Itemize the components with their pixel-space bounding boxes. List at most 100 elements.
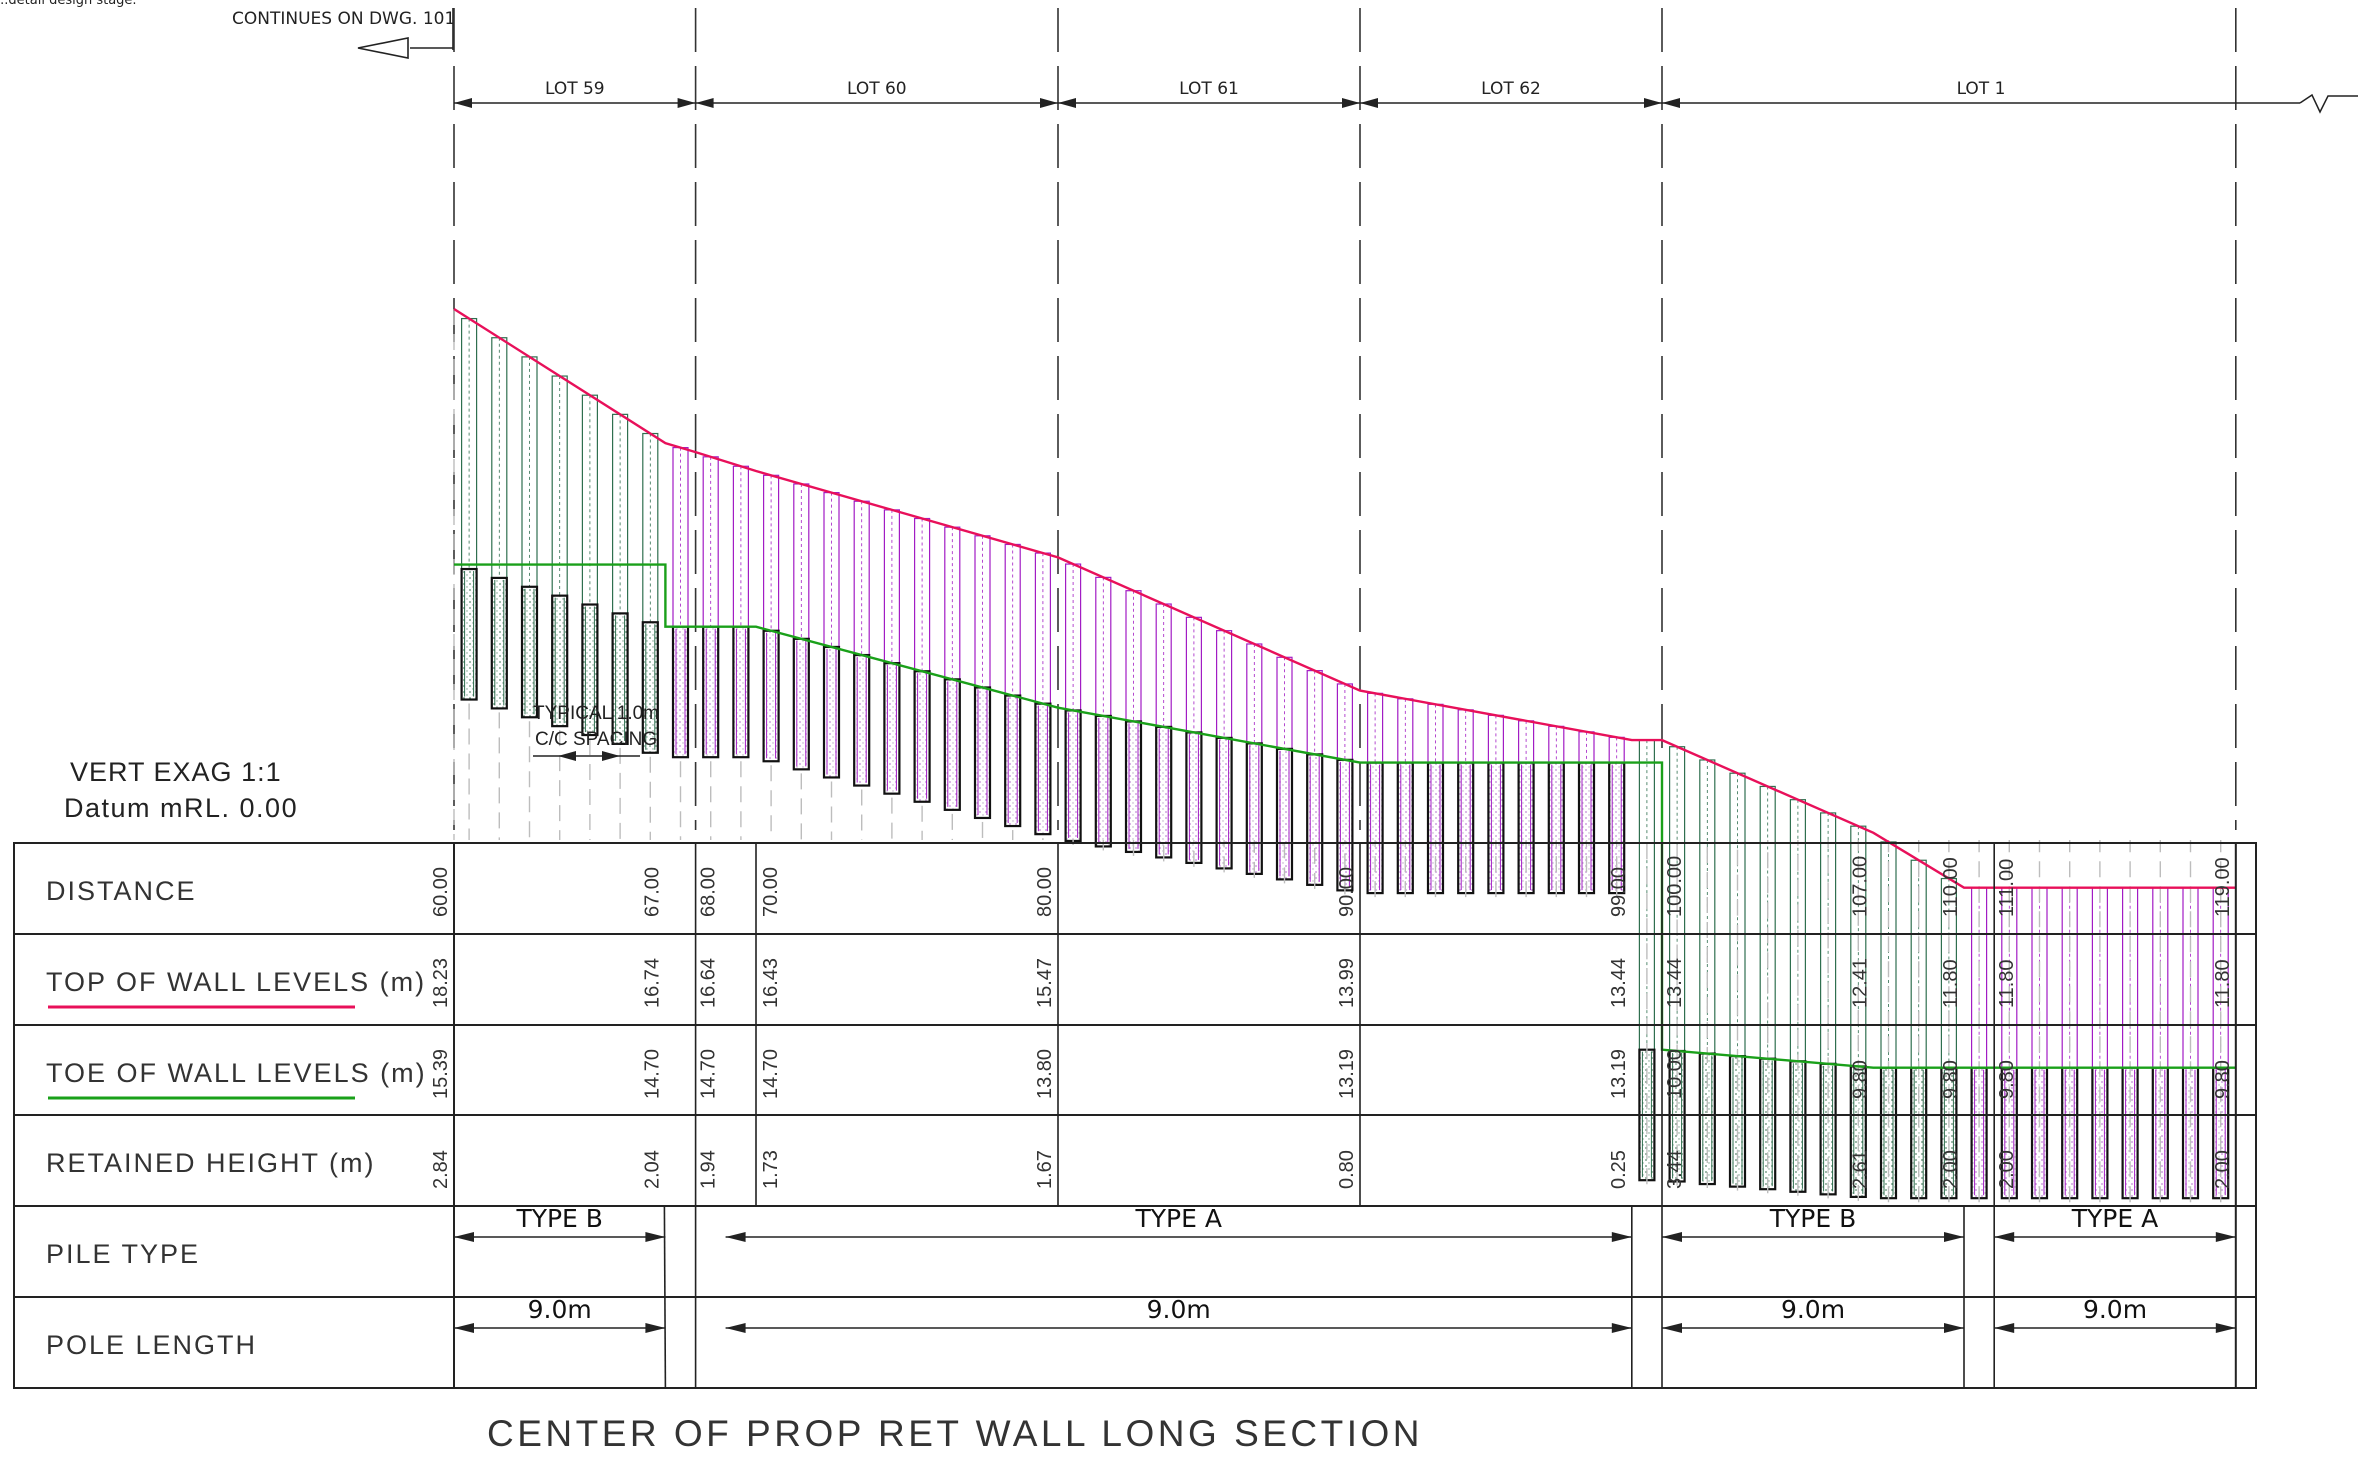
pile-embedment: [520, 585, 539, 719]
row-label-retained-height: RETAINED HEIGHT (m): [46, 1148, 376, 1178]
distance-value: 111.00: [1996, 859, 2018, 917]
pile-embedment: [913, 670, 931, 803]
datum-label: Datum mRL. 0.00: [64, 793, 298, 823]
retained-height-value: 2.84: [430, 1150, 452, 1189]
lot-label: LOT 62: [1481, 79, 1541, 99]
pile-embedment: [1124, 720, 1143, 854]
toe-level-value: 14.70: [641, 1049, 663, 1099]
top-level-value: 12.41: [1849, 958, 1871, 1008]
top-level-value: 15.47: [1034, 958, 1056, 1008]
pile-embedment: [792, 637, 810, 771]
pile-embedment: [1215, 736, 1233, 870]
pile-type-label: TYPE B: [515, 1204, 603, 1233]
pile-embedment: [853, 653, 871, 787]
dimension-arrow-icon: [1994, 1232, 2015, 1242]
top-level-value: 11.80: [2212, 959, 2234, 1008]
dimension-arrow-icon: [2215, 1323, 2236, 1333]
toe-level-value: 15.39: [430, 1049, 452, 1099]
spacing-note-line1: TYPICAL 1.0m: [533, 703, 659, 724]
pile-type-label: TYPE A: [2071, 1204, 2158, 1233]
dimension-arrow-icon: [677, 98, 696, 108]
row-label-toe-of-wall: TOE OF WALL LEVELS (m): [46, 1058, 427, 1088]
pole-length-label: 9.0m: [1147, 1295, 1211, 1324]
lot-label: LOT 59: [545, 79, 605, 99]
lot-label: LOT 60: [847, 79, 907, 99]
pile-embedment: [762, 629, 780, 763]
pile-embedment: [1064, 709, 1082, 843]
dimension-arrow-icon: [1611, 1232, 1632, 1242]
dimension-arrow-icon: [645, 1323, 666, 1333]
table-span-line: [663, 1205, 667, 1389]
lot-label: LOT 1: [1957, 79, 2006, 99]
pile-stem: [883, 509, 901, 664]
toe-of-wall-line: [454, 563, 2236, 1069]
continuation-arrow-icon: [357, 8, 454, 59]
table-values: 60.00 67.00 68.00 70.00 80.00 90.00 99.00 100.0…: [430, 856, 2234, 1189]
pile-embedment: [1275, 747, 1294, 881]
toe-level-value: 13.80: [1034, 1049, 1056, 1099]
spacing-dimension-arrow-icon: [533, 751, 640, 761]
pile-embedment: [1396, 761, 1414, 895]
pile-embedment: [1487, 761, 1505, 895]
pile-embedment: [883, 662, 901, 795]
distance-value: 68.00: [698, 867, 720, 917]
distance-value: 90.00: [1336, 867, 1358, 917]
dimension-arrow-icon: [1662, 1323, 1682, 1333]
row-label-pile-type: PILE TYPE: [46, 1239, 200, 1269]
continues-note: CONTINUES ON DWG. 101: [232, 9, 455, 29]
toe-level-value: 13.19: [1336, 1049, 1358, 1099]
dimension-arrow-icon: [454, 98, 472, 108]
dimension-arrow-icon: [1944, 1323, 1964, 1333]
distance-value: 99.00: [1608, 867, 1630, 917]
distance-value: 67.00: [641, 867, 663, 917]
pile-embedment: [1034, 702, 1052, 836]
pile-stem: [944, 526, 961, 680]
pile-stem: [642, 432, 659, 623]
dimension-arrow-icon: [1944, 1232, 1964, 1242]
pile-embedment: [822, 645, 841, 779]
retained-height-value: 3.44: [1664, 1150, 1686, 1189]
pile-stem: [793, 483, 810, 640]
retained-height-value: 2.00: [1940, 1150, 1962, 1189]
retained-height-value: 0.80: [1336, 1150, 1358, 1189]
lot-boundaries: LOT 59 LOT 60 LOT 61 LOT 62 LOT 1: [453, 8, 2358, 830]
dimension-arrow-icon: [1662, 1232, 1682, 1242]
distance-value: 100.00: [1664, 856, 1686, 917]
pile-embedment: [611, 612, 629, 745]
pile-type-spans: TYPE B 9.0m TYPE A 9.0m TYPE B 9.0m TYPE A 9.0m: [454, 1204, 2236, 1333]
retained-height-value: 2.00: [2212, 1150, 2234, 1189]
dimension-arrow-icon: [1662, 98, 1680, 108]
pile-type-label: TYPE A: [1134, 1204, 1221, 1233]
retained-height-value: 0.25: [1608, 1150, 1630, 1189]
pile-embedment: [732, 625, 750, 759]
pile-stem: [913, 517, 931, 672]
top-level-value: 16.64: [698, 958, 720, 1008]
distance-value: 60.00: [430, 867, 452, 917]
break-line-icon: [2299, 93, 2358, 114]
retained-height-value: 2.00: [1996, 1150, 2018, 1189]
pile-embedment: [702, 625, 720, 759]
pile-embedment: [551, 594, 569, 728]
retained-height-value: 1.73: [760, 1150, 782, 1189]
dimension-arrow-icon: [454, 1323, 474, 1333]
pile-embedment: [460, 567, 478, 701]
pile-stem: [823, 492, 840, 648]
distance-value: 119.00: [2212, 857, 2234, 917]
pile-embedment: [1547, 761, 1565, 895]
top-level-value: 13.99: [1336, 958, 1358, 1008]
toe-level-value: 10.00: [1664, 1049, 1686, 1099]
dimension-arrow-icon: [725, 1323, 746, 1333]
pole-length-label: 9.0m: [2083, 1295, 2147, 1324]
top-level-value: 13.44: [1664, 958, 1686, 1008]
top-level-value: 11.80: [1940, 959, 1962, 1008]
dimension-arrow-icon: [695, 98, 714, 108]
row-label-pole-length: POLE LENGTH: [46, 1330, 257, 1360]
distance-value: 110.00: [1940, 857, 1962, 917]
retained-height-value: 2.61: [1849, 1150, 1871, 1189]
pile-stem: [853, 500, 870, 656]
data-table: [13, 842, 2257, 1389]
pile-embedment: [943, 678, 961, 811]
pile-embedment: [581, 603, 599, 737]
top-level-value: 11.80: [1996, 959, 2018, 1008]
